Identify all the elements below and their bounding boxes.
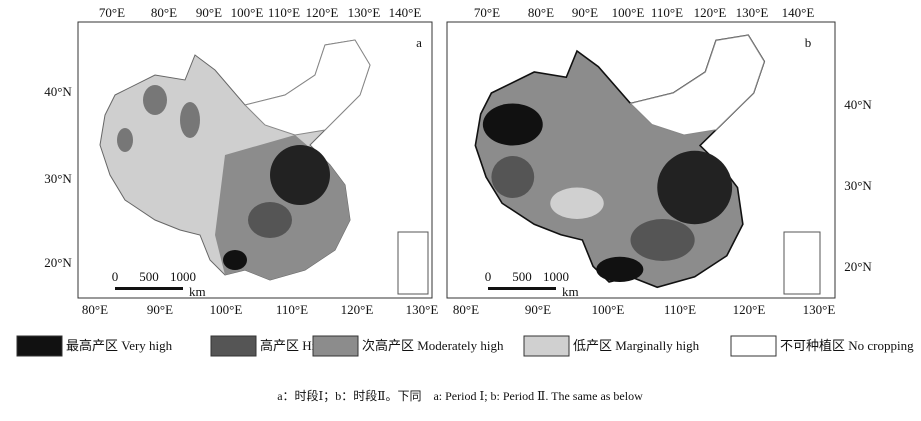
map-frame [77, 21, 433, 299]
map-a [99, 39, 371, 281]
legend-label: 最高产区 Very high [66, 338, 173, 353]
scale-bar [115, 287, 183, 290]
very-high-zone [223, 250, 247, 270]
lon-label: 90°E [147, 302, 173, 317]
lon-label: 140°E [389, 5, 422, 20]
lon-label: 90°E [525, 302, 551, 317]
inset-box [397, 231, 429, 295]
legend-swatch [730, 335, 777, 357]
high-zone [630, 218, 695, 261]
lon-label: 90°E [196, 5, 222, 20]
lon-label: 120°E [306, 5, 339, 20]
no-cropping-zone [244, 39, 371, 136]
lon-label: 130°E [406, 302, 439, 317]
lon-label: 120°E [694, 5, 727, 20]
legend-swatch [312, 335, 359, 357]
lon-label: 130°E [803, 302, 836, 317]
lon-label: 140°E [782, 5, 815, 20]
scale-bar [488, 287, 556, 290]
very-high-zone [596, 256, 644, 282]
scale-label: 500 [512, 269, 532, 284]
lon-label: 100°E [612, 5, 645, 20]
lon-label: 100°E [210, 302, 243, 317]
panel-label: a [416, 35, 422, 50]
legend-swatch [523, 335, 570, 357]
high-zone [180, 102, 200, 138]
high-zone [117, 128, 133, 152]
lat-label: 20°N [44, 255, 72, 270]
legend-swatch [16, 335, 63, 357]
legend-swatch [210, 335, 257, 357]
scale-label: 0 [485, 269, 492, 284]
scale-label: 1000 [170, 269, 196, 284]
map-b [474, 34, 766, 289]
lon-label: 80°E [528, 5, 554, 20]
lon-label: 110°E [276, 302, 308, 317]
lat-label: 40°N [44, 84, 72, 99]
very-high-zone [657, 150, 733, 225]
lon-label: 110°E [268, 5, 300, 20]
scale-label: 1000 [543, 269, 569, 284]
panel-label: b [805, 35, 812, 50]
scale-unit: km [562, 284, 579, 299]
lon-label: 70°E [99, 5, 125, 20]
legend-label: 低产区 Marginally high [573, 338, 700, 353]
scale-label: 0 [112, 269, 119, 284]
lon-label: 130°E [736, 5, 769, 20]
lat-label: 20°N [844, 259, 872, 274]
scale-label: 500 [139, 269, 159, 284]
lon-label: 130°E [348, 5, 381, 20]
legend-label: 高产区 High [260, 338, 329, 353]
very-high-zone [482, 103, 543, 146]
lat-label: 40°N [844, 97, 872, 112]
lon-label: 100°E [592, 302, 625, 317]
lon-label: 70°E [474, 5, 500, 20]
inset-box [783, 231, 821, 295]
caption: a：时段Ⅰ；b：时段Ⅱ。下同 a: Period Ⅰ; b: Period Ⅱ.… [277, 388, 643, 403]
lat-label: 30°N [44, 171, 72, 186]
lon-label: 80°E [151, 5, 177, 20]
lon-label: 120°E [733, 302, 766, 317]
high-zone [248, 202, 292, 238]
lon-label: 80°E [453, 302, 479, 317]
low-zone [550, 187, 604, 219]
lat-label: 30°N [844, 178, 872, 193]
scale-unit: km [189, 284, 206, 299]
legend-label: 次高产区 Moderately high [362, 338, 504, 353]
very-high-zone [270, 145, 330, 205]
legend-label: 不可种植区 No cropping [780, 338, 914, 353]
lon-label: 110°E [651, 5, 683, 20]
high-zone [143, 85, 167, 115]
lon-label: 90°E [572, 5, 598, 20]
high-zone [491, 156, 535, 198]
map-frame [446, 21, 836, 299]
lon-label: 120°E [341, 302, 374, 317]
lon-label: 110°E [664, 302, 696, 317]
lon-label: 100°E [231, 5, 264, 20]
lon-label: 80°E [82, 302, 108, 317]
no-cropping-zone [629, 34, 765, 136]
